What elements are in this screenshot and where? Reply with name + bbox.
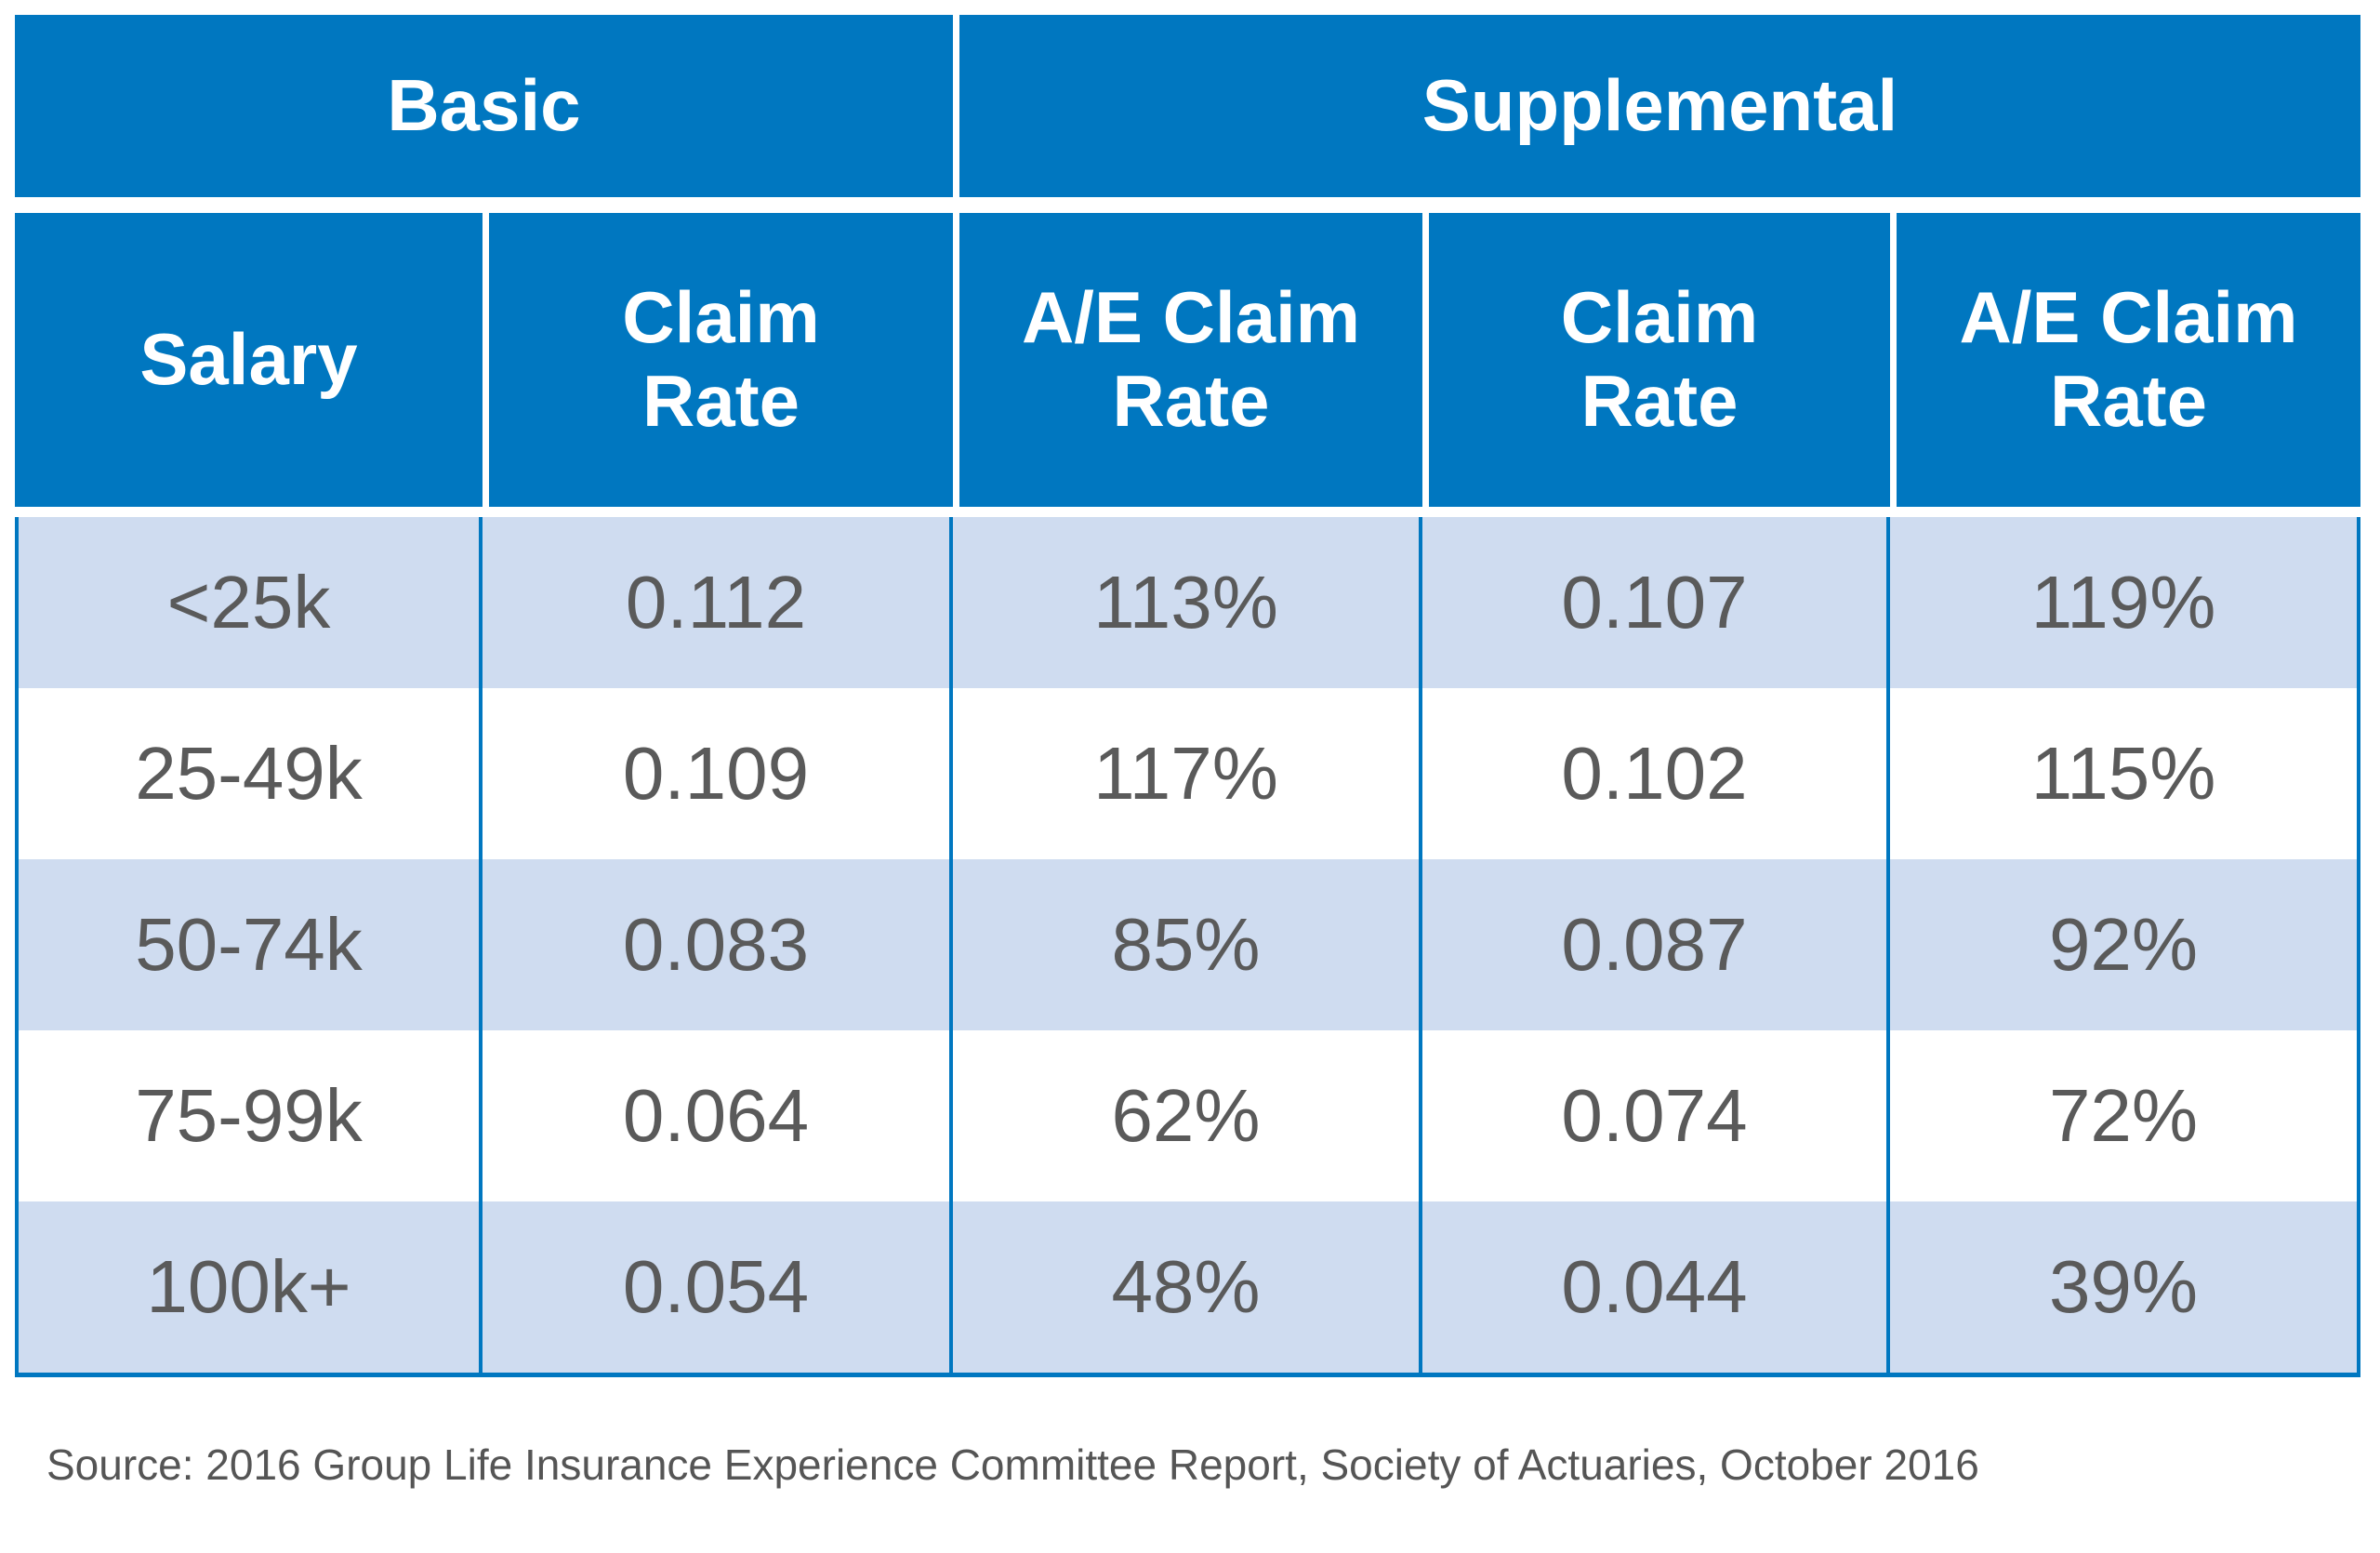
- table-cell: 62%: [953, 1030, 1422, 1201]
- table-cell: 0.083: [483, 859, 953, 1030]
- table-cell: 100k+: [15, 1201, 483, 1373]
- table-cell-text: 50-74k: [135, 903, 363, 986]
- group-header: Supplemental: [959, 15, 2360, 197]
- column-header: Claim Rate: [489, 213, 953, 507]
- group-header-text: Basic: [387, 64, 581, 147]
- table-cell-text: 85%: [1111, 903, 1261, 986]
- table-cell-text: 0.087: [1561, 903, 1748, 986]
- table-cell: 72%: [1890, 1030, 2360, 1201]
- group-header: Basic: [15, 15, 953, 197]
- column-header: A/E Claim Rate: [959, 213, 1422, 507]
- table-cell-text: 48%: [1111, 1245, 1261, 1328]
- table-cell-text: 113%: [1093, 561, 1278, 644]
- table-cell: 48%: [953, 1201, 1422, 1373]
- table-cell-text: <25k: [166, 561, 331, 644]
- table-cell: 119%: [1890, 517, 2360, 688]
- table-cell: 0.087: [1422, 859, 1890, 1030]
- table-cell-text: 92%: [2048, 903, 2199, 986]
- source-note: Source: 2016 Group Life Insurance Experi…: [46, 1440, 1979, 1489]
- table-cell: 0.112: [483, 517, 953, 688]
- table-cell: 0.054: [483, 1201, 953, 1373]
- table-cell-text: 0.064: [622, 1074, 810, 1157]
- table-cell: 85%: [953, 859, 1422, 1030]
- column-header-text: A/E Claim Rate: [1959, 276, 2298, 442]
- table-cell-text: 62%: [1111, 1074, 1261, 1157]
- table-cell-text: 0.054: [622, 1245, 810, 1328]
- table-cell-text: 119%: [2030, 561, 2216, 644]
- table-cell: 113%: [953, 517, 1422, 688]
- table-cell-text: 0.102: [1561, 732, 1748, 815]
- table-cell: 25-49k: [15, 688, 483, 859]
- table-cell: 0.064: [483, 1030, 953, 1201]
- table-cell: <25k: [15, 517, 483, 688]
- table-cell-text: 0.074: [1561, 1074, 1748, 1157]
- table-cell-text: 100k+: [146, 1245, 351, 1328]
- column-header: Salary: [15, 213, 483, 507]
- group-header-text: Supplemental: [1421, 64, 1898, 147]
- column-header-text: Salary: [139, 318, 358, 401]
- table-cell-text: 0.083: [622, 903, 810, 986]
- table-cell-text: 0.107: [1561, 561, 1748, 644]
- table-cell-text: 25-49k: [135, 732, 363, 815]
- table-cell: 39%: [1890, 1201, 2360, 1373]
- table-cell: 0.109: [483, 688, 953, 859]
- table-cell: 0.074: [1422, 1030, 1890, 1201]
- table-cell: 0.044: [1422, 1201, 1890, 1373]
- table-cell-text: 39%: [2048, 1245, 2199, 1328]
- table-cell: 0.102: [1422, 688, 1890, 859]
- table-cell: 115%: [1890, 688, 2360, 859]
- column-header: A/E Claim Rate: [1897, 213, 2360, 507]
- table-cell-text: 0.044: [1561, 1245, 1748, 1328]
- table-cell-text: 115%: [2030, 732, 2216, 815]
- table-border: [15, 1373, 2360, 1377]
- table-cell-text: 117%: [1093, 732, 1278, 815]
- table-cell-text: 0.112: [625, 561, 807, 644]
- table-cell-text: 0.109: [622, 732, 810, 815]
- column-header-text: Claim Rate: [622, 276, 820, 442]
- table-cell: 50-74k: [15, 859, 483, 1030]
- table-cell-text: 75-99k: [135, 1074, 363, 1157]
- column-header-text: A/E Claim Rate: [1021, 276, 1361, 442]
- table-cell: 0.107: [1422, 517, 1890, 688]
- column-header-text: Claim Rate: [1560, 276, 1759, 442]
- table-cell: 92%: [1890, 859, 2360, 1030]
- table-cell: 75-99k: [15, 1030, 483, 1201]
- table-cell-text: 72%: [2048, 1074, 2199, 1157]
- table-cell: 117%: [953, 688, 1422, 859]
- column-header: Claim Rate: [1429, 213, 1890, 507]
